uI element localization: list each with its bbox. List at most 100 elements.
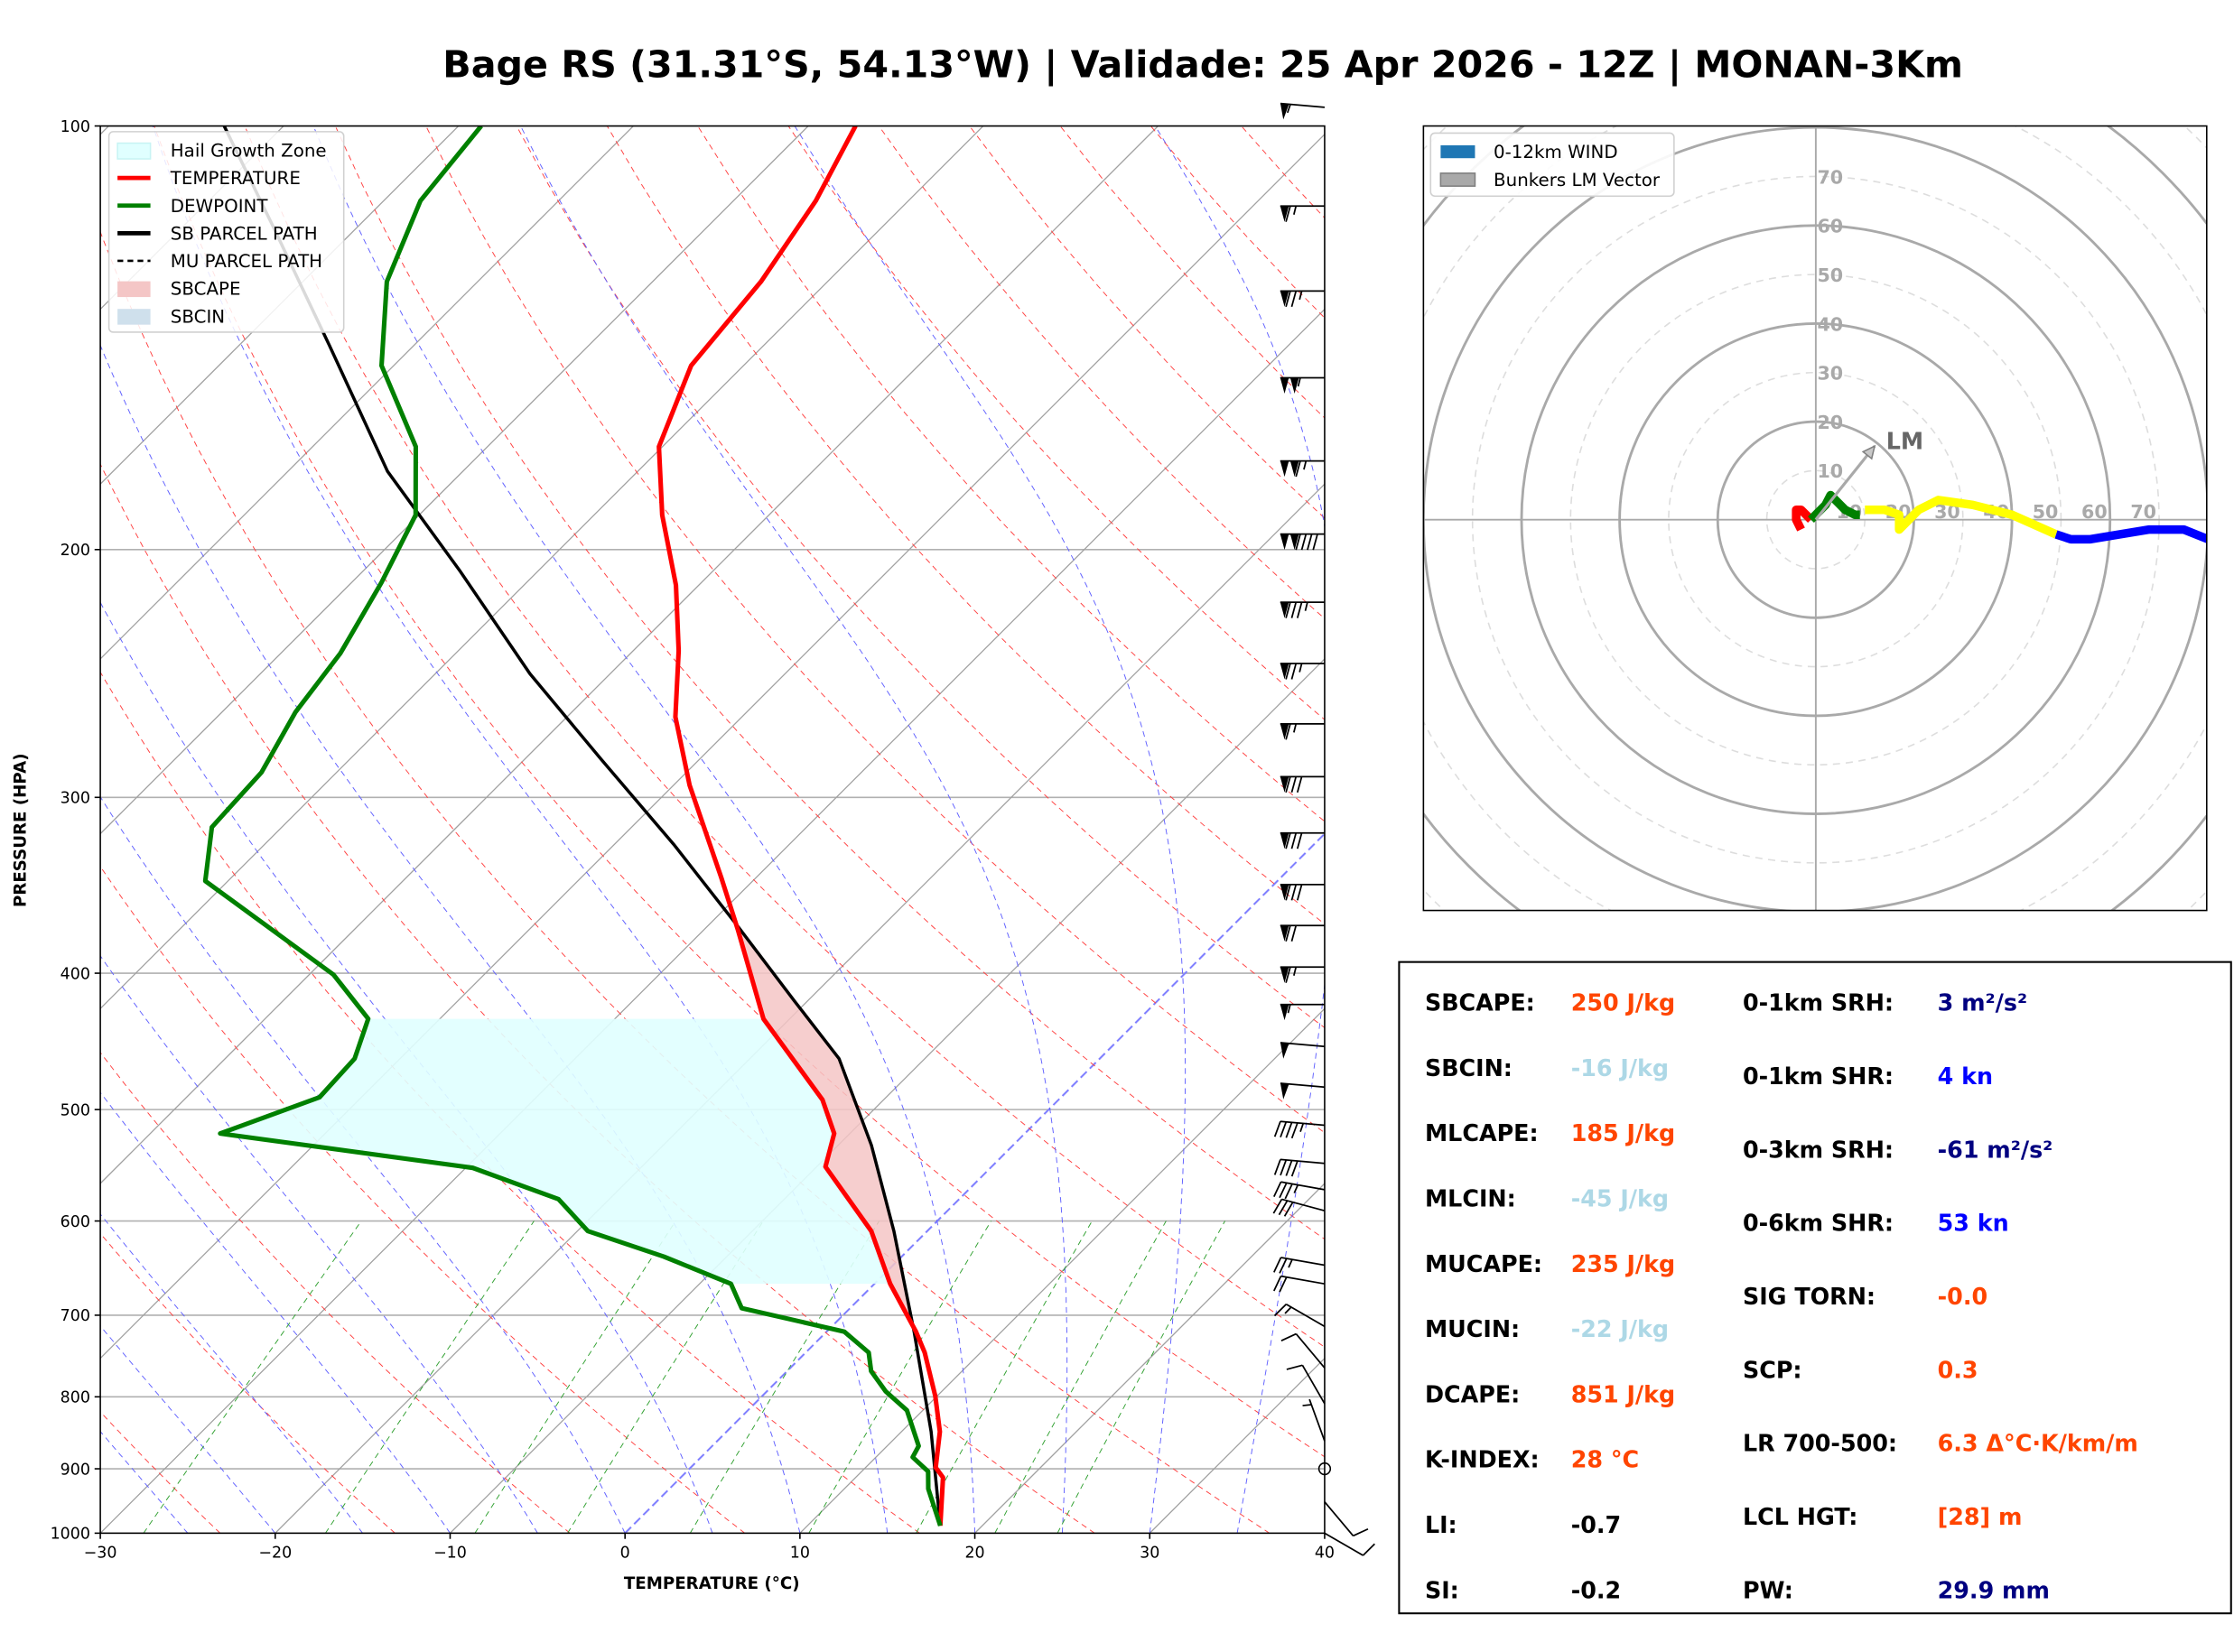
barb-half bbox=[1299, 1123, 1305, 1132]
stat-value: -0.0 bbox=[1938, 1283, 1987, 1310]
moist-adiabat bbox=[100, 344, 801, 1534]
skewt-profiles bbox=[202, 125, 945, 1527]
stat-value: 4 kn bbox=[1938, 1063, 1993, 1090]
stat-label: PW: bbox=[1743, 1576, 1793, 1603]
y-axis-label: PRESSURE (HPA) bbox=[12, 753, 31, 907]
barb-full bbox=[1290, 663, 1298, 680]
hail-growth-zone bbox=[219, 1018, 890, 1285]
barb-half bbox=[1287, 1004, 1291, 1014]
wind-barb bbox=[1280, 601, 1325, 618]
x-axis-label: TEMPERATURE (°C) bbox=[624, 1574, 800, 1593]
y-tick-label: 200 bbox=[61, 542, 90, 560]
stat-label: LR 700-500: bbox=[1743, 1430, 1897, 1457]
mixing-ratio-line bbox=[916, 1220, 1093, 1534]
barb-full bbox=[1279, 1276, 1288, 1293]
legend-label: MU PARCEL PATH bbox=[171, 251, 322, 272]
ring-label-horizontal: 60 bbox=[2081, 501, 2108, 523]
wind-barb bbox=[1280, 376, 1325, 394]
barb-pennant bbox=[1289, 377, 1299, 394]
barb-full bbox=[1290, 832, 1298, 849]
x-tick-label: −10 bbox=[433, 1544, 467, 1562]
barb-pennant bbox=[1280, 664, 1289, 680]
stat-label: SBCAPE: bbox=[1425, 989, 1535, 1016]
wind-barb bbox=[1280, 1042, 1326, 1059]
stat-row: SIG TORN: -0.0 bbox=[1743, 1283, 1987, 1310]
hodograph-legend-label: 0-12km WIND bbox=[1494, 142, 1618, 162]
stat-value: [28] m bbox=[1938, 1503, 2023, 1530]
y-tick-label: 600 bbox=[61, 1213, 90, 1231]
barb-full bbox=[1285, 206, 1291, 222]
isotherm bbox=[100, 125, 284, 311]
barb-pennant bbox=[1289, 534, 1299, 551]
legend-item: Hail Growth Zone bbox=[116, 141, 327, 162]
stat-value: 250 J/kg bbox=[1571, 989, 1675, 1016]
hodograph-legend-swatch bbox=[1439, 172, 1476, 187]
barb-staff bbox=[1295, 1333, 1326, 1369]
legend-swatch bbox=[117, 309, 151, 325]
skewt-ticks: −30 −20 −10 0 10 20 30 40 100 200 300 400 500 600 700 8… bbox=[51, 118, 1335, 1562]
isotherm bbox=[100, 125, 984, 1010]
barb-pennant bbox=[1280, 832, 1289, 849]
calm-wind-circle bbox=[1317, 1462, 1332, 1476]
dry-adiabat bbox=[100, 1052, 571, 1534]
barb-full bbox=[1285, 967, 1291, 983]
barb-full bbox=[1285, 832, 1291, 849]
ring-label-horizontal: 50 bbox=[2033, 501, 2059, 523]
stat-label: SIG TORN: bbox=[1743, 1283, 1876, 1310]
barb-half bbox=[1293, 1184, 1299, 1193]
legend-item: SBCAPE bbox=[117, 279, 240, 300]
hodograph-legend: 0-12km WIND Bunkers LM Vector bbox=[1429, 132, 1675, 198]
stat-row: K-INDEX: 28 °C bbox=[1425, 1446, 1639, 1473]
hodograph-segment bbox=[1865, 496, 2058, 539]
isotherm bbox=[100, 308, 1325, 1534]
stat-label: SCP: bbox=[1743, 1356, 1802, 1383]
dry-adiabat bbox=[787, 125, 1325, 720]
stat-value: 235 J/kg bbox=[1571, 1250, 1675, 1277]
stat-row: DCAPE: 851 J/kg bbox=[1425, 1380, 1675, 1407]
barb-half bbox=[1292, 723, 1298, 733]
barb-full bbox=[1273, 1276, 1282, 1292]
barb-full bbox=[1296, 601, 1303, 618]
stat-value: 0.3 bbox=[1938, 1356, 1978, 1383]
moist-adiabat bbox=[794, 125, 1187, 1534]
barb-full bbox=[1307, 534, 1313, 551]
barb-full bbox=[1290, 1122, 1299, 1139]
wind-barb bbox=[1273, 1257, 1326, 1274]
barb-full bbox=[1280, 1121, 1288, 1138]
wind-barb bbox=[1280, 1332, 1326, 1369]
stat-row: SI: -0.2 bbox=[1425, 1576, 1621, 1603]
isotherm bbox=[100, 125, 634, 660]
hodograph-ring bbox=[1423, 125, 2207, 911]
barb-half bbox=[1299, 663, 1303, 673]
x-tick-label: 20 bbox=[964, 1544, 984, 1562]
hodograph-legend-item: Bunkers LM Vector bbox=[1439, 170, 1661, 190]
stat-label: DCAPE: bbox=[1425, 1380, 1520, 1407]
stats-box bbox=[1398, 961, 2232, 1615]
wind-barb bbox=[1280, 290, 1325, 308]
barb-pennant bbox=[1280, 206, 1289, 222]
stat-row: MLCIN: -45 J/kg bbox=[1425, 1185, 1669, 1212]
stat-row: 0-6km SHR: 53 kn bbox=[1743, 1210, 2009, 1237]
moist-adiabat bbox=[100, 795, 626, 1534]
stat-row: MLCAPE: 185 J/kg bbox=[1425, 1119, 1675, 1146]
barb-pennant bbox=[1280, 103, 1289, 120]
stat-value: 28 °C bbox=[1571, 1446, 1639, 1473]
wind-barb bbox=[1280, 663, 1325, 680]
barb-half bbox=[1284, 1306, 1292, 1314]
stat-value: 53 kn bbox=[1938, 1210, 2009, 1237]
x-tick-label: −30 bbox=[84, 1544, 117, 1562]
barb-half bbox=[1288, 1258, 1293, 1268]
stat-value: -22 J/kg bbox=[1571, 1315, 1669, 1342]
legend-item: MU PARCEL PATH bbox=[117, 251, 322, 272]
legend-item: SB PARCEL PATH bbox=[117, 223, 318, 244]
barb-full bbox=[1295, 534, 1301, 551]
legend-label: SBCIN bbox=[171, 306, 225, 327]
mixing-ratio-line bbox=[474, 1220, 676, 1534]
moist-adiabat bbox=[100, 1213, 363, 1534]
barb-full bbox=[1296, 776, 1303, 794]
stat-row: 0-1km SHR: 4 kn bbox=[1743, 1063, 1993, 1090]
ring-label-vertical: 50 bbox=[1817, 265, 1843, 286]
stat-row: PW: 29.9 mm bbox=[1743, 1576, 2050, 1603]
isotherm bbox=[100, 125, 1159, 1184]
moist-adiabat bbox=[100, 1091, 451, 1534]
